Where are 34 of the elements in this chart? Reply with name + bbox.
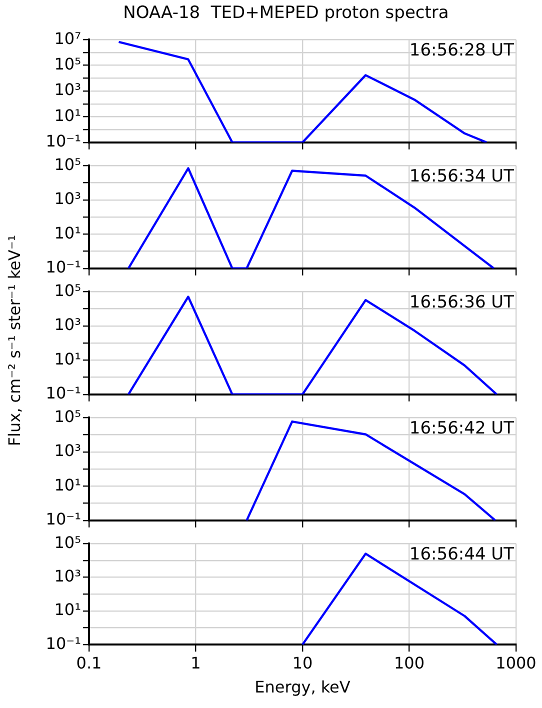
y-tick-label: 10⁻¹ <box>46 258 81 277</box>
y-tick-label: 10³ <box>54 80 81 100</box>
x-tick-label: 10 <box>292 653 313 672</box>
y-tick-label: 10⁻¹ <box>46 132 81 151</box>
y-tick-label: 10³ <box>54 441 81 460</box>
y-tick-label: 10⁵ <box>54 406 81 426</box>
annotation: 16:56:34 UT <box>409 166 515 187</box>
x-tick-label: 1000 <box>496 653 536 672</box>
y-tick-label: 10⁵ <box>54 54 81 74</box>
x-tick-label: 0.1 <box>76 653 102 672</box>
x-tick-label: 100 <box>394 653 425 672</box>
x-tick-label: 1 <box>190 653 201 672</box>
x-axis-title: Energy, keV <box>254 678 350 697</box>
y-tick-label: 10⁵ <box>54 154 81 174</box>
chart-title: NOAA-18 TED+MEPED proton spectra <box>122 2 450 25</box>
y-tick-label: 10³ <box>54 315 81 334</box>
annotation: 16:56:36 UT <box>409 292 515 313</box>
y-tick-label: 10³ <box>54 189 81 208</box>
annotation: 16:56:42 UT <box>409 418 515 439</box>
y-tick-label: 10⁻¹ <box>46 384 81 403</box>
y-tick-label: 10¹ <box>54 349 81 368</box>
y-tick-label: 10⁵ <box>54 280 81 300</box>
y-tick-label: 10⁷ <box>54 28 81 48</box>
annotation: 16:56:44 UT <box>409 544 515 565</box>
y-tick-label: 10⁻¹ <box>46 510 81 529</box>
y-axis-title: Flux, cm⁻² s⁻¹ ster⁻¹ keV⁻¹ <box>6 234 25 446</box>
y-tick-label: 10¹ <box>54 223 81 242</box>
y-tick-label: 10¹ <box>54 475 81 494</box>
y-tick-label: 10¹ <box>54 106 81 125</box>
y-tick-label: 10⁻¹ <box>46 634 81 653</box>
y-tick-label: 10¹ <box>54 600 81 620</box>
y-tick-label: 10³ <box>54 566 81 586</box>
y-tick-label: 10⁵ <box>54 532 81 552</box>
annotation: 16:56:28 UT <box>409 40 515 61</box>
